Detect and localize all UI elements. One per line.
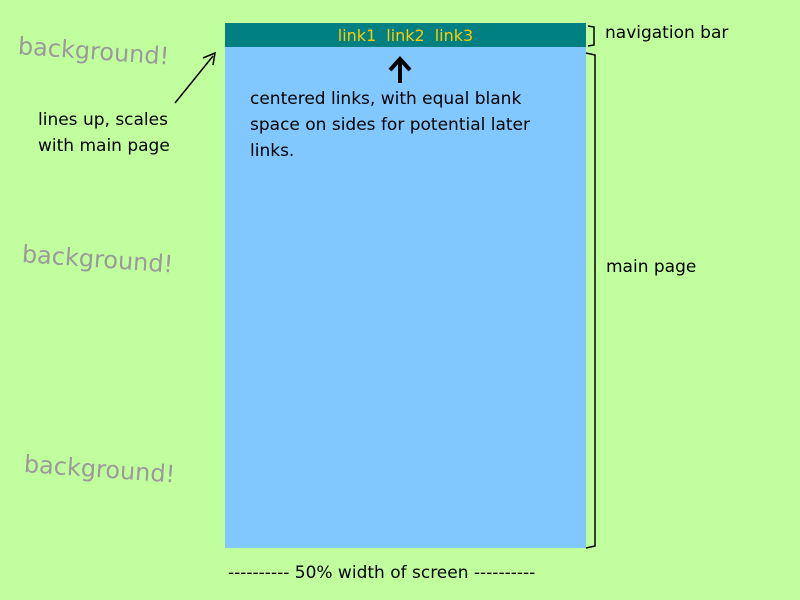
nav-link-1[interactable]: link1 [337, 25, 377, 45]
nav-link-2[interactable]: link2 [386, 25, 425, 45]
lines-up-note: lines up, scales with main page [38, 110, 170, 156]
width-label: ---------- 50% width of screen ---------… [228, 563, 536, 583]
background-label-bottom: background! [23, 450, 177, 489]
navigation-bar: link1 link2 link3 [225, 23, 586, 47]
navigation-bar-bracket [587, 25, 595, 47]
main-page-label: main page [606, 257, 697, 277]
diagonal-arrow-icon [174, 51, 216, 104]
main-page-area [225, 23, 586, 548]
background-label-top: background! [17, 32, 171, 71]
navigation-bar-label: navigation bar [605, 23, 729, 43]
nav-link-3[interactable]: link3 [434, 25, 474, 45]
main-page-bracket [585, 52, 596, 549]
background-label-middle: background! [21, 240, 175, 279]
centered-links-note: centered links, with equal blank space o… [250, 89, 531, 161]
